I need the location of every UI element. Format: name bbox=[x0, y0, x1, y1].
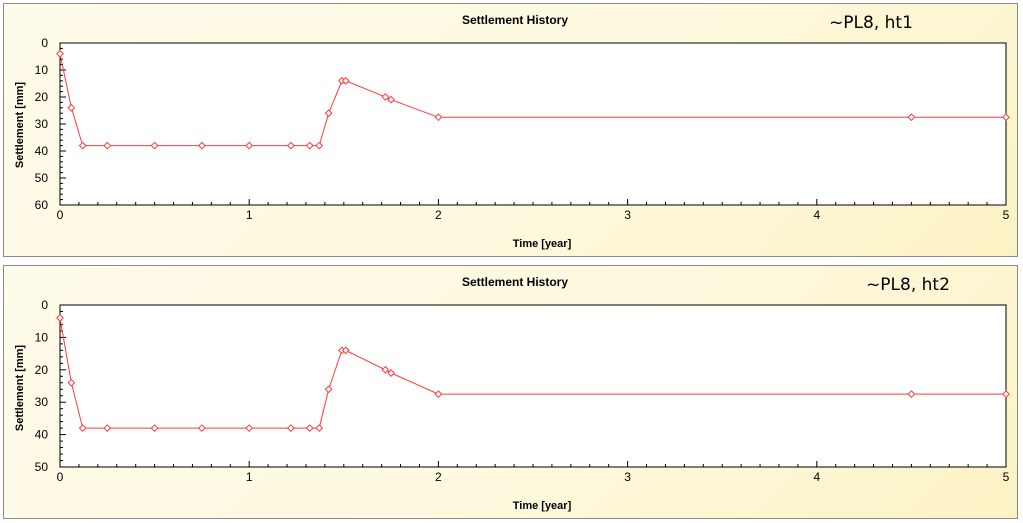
x-tick-label: 1 bbox=[246, 208, 253, 222]
chart-title: Settlement History bbox=[462, 13, 568, 27]
y-tick-label: 20 bbox=[35, 90, 49, 104]
x-tick-label: 0 bbox=[57, 470, 64, 484]
data-point bbox=[197, 424, 206, 433]
plot-area bbox=[59, 42, 1007, 206]
x-tick-label: 2 bbox=[435, 470, 442, 484]
y-tick-label: 30 bbox=[35, 395, 49, 409]
data-point bbox=[1002, 390, 1010, 399]
data-point bbox=[78, 141, 87, 150]
x-tick-label: 1 bbox=[246, 470, 253, 484]
data-point bbox=[907, 113, 916, 122]
chart-annotation: ~PL8, ht1 bbox=[829, 13, 913, 33]
y-tick-label: 60 bbox=[35, 198, 49, 212]
data-point bbox=[305, 141, 314, 150]
x-tick-label: 2 bbox=[435, 208, 442, 222]
x-tick-label: 4 bbox=[813, 470, 820, 484]
data-point bbox=[315, 424, 324, 433]
data-point bbox=[150, 141, 159, 150]
y-axis-label: Settlement [mm] bbox=[14, 82, 26, 169]
data-point bbox=[78, 424, 87, 433]
data-series bbox=[56, 49, 1010, 150]
x-axis-label: Time [year] bbox=[513, 500, 572, 512]
settlement-chart-ht2: Settlement History ~PL8, ht2 Time [year]… bbox=[14, 275, 1010, 512]
data-point bbox=[305, 424, 314, 433]
series-line bbox=[59, 317, 1006, 429]
y-tick-label: 20 bbox=[35, 363, 49, 377]
data-point bbox=[103, 424, 112, 433]
y-tick-label: 10 bbox=[35, 330, 49, 344]
data-point bbox=[56, 314, 64, 322]
data-point bbox=[381, 365, 390, 374]
x-tick-label: 4 bbox=[813, 208, 820, 222]
data-point bbox=[245, 141, 254, 150]
data-point bbox=[434, 390, 443, 399]
y-tick-label: 50 bbox=[35, 171, 49, 185]
data-point bbox=[245, 424, 254, 433]
data-point bbox=[286, 141, 295, 150]
data-point bbox=[387, 95, 396, 104]
data-point bbox=[67, 103, 76, 112]
y-tick-label: 0 bbox=[41, 36, 48, 50]
y-tick-label: 40 bbox=[35, 144, 49, 158]
x-tick-label: 5 bbox=[1003, 470, 1010, 484]
data-point bbox=[324, 385, 333, 394]
data-point bbox=[341, 346, 350, 355]
y-tick-label: 30 bbox=[35, 117, 49, 131]
y-tick-label: 10 bbox=[35, 63, 49, 77]
data-point bbox=[67, 378, 76, 387]
data-point bbox=[341, 76, 350, 85]
y-tick-label: 50 bbox=[35, 460, 49, 474]
data-point bbox=[907, 390, 916, 399]
y-tick-label: 0 bbox=[41, 298, 48, 312]
chart-title: Settlement History bbox=[462, 275, 568, 289]
data-point bbox=[1002, 113, 1010, 122]
chart-panel-ht2: Settlement History ~PL8, ht2 Time [year]… bbox=[3, 265, 1018, 519]
chart-annotation: ~PL8, ht2 bbox=[866, 275, 950, 295]
x-tick-label: 3 bbox=[624, 470, 631, 484]
data-point bbox=[315, 141, 324, 150]
data-series bbox=[56, 314, 1010, 433]
chart-panel-ht1: Settlement History ~PL8, ht1 Time [year]… bbox=[3, 3, 1018, 257]
plot-area bbox=[59, 304, 1007, 468]
x-axis-label: Time [year] bbox=[513, 238, 572, 250]
x-tick-label: 3 bbox=[624, 208, 631, 222]
x-tick-label: 0 bbox=[57, 208, 64, 222]
data-point bbox=[324, 109, 333, 118]
data-point bbox=[381, 93, 390, 101]
data-point bbox=[286, 424, 295, 433]
data-point bbox=[387, 369, 396, 377]
x-tick-label: 5 bbox=[1003, 208, 1010, 222]
data-point bbox=[434, 113, 443, 122]
data-point bbox=[103, 141, 112, 150]
y-tick-label: 40 bbox=[35, 428, 49, 442]
data-point bbox=[150, 424, 159, 433]
settlement-chart-ht1: Settlement History ~PL8, ht1 Time [year]… bbox=[14, 13, 1010, 250]
data-point bbox=[56, 49, 64, 58]
data-point bbox=[197, 141, 206, 150]
series-line bbox=[59, 53, 1006, 147]
y-axis-label: Settlement [mm] bbox=[14, 345, 26, 432]
